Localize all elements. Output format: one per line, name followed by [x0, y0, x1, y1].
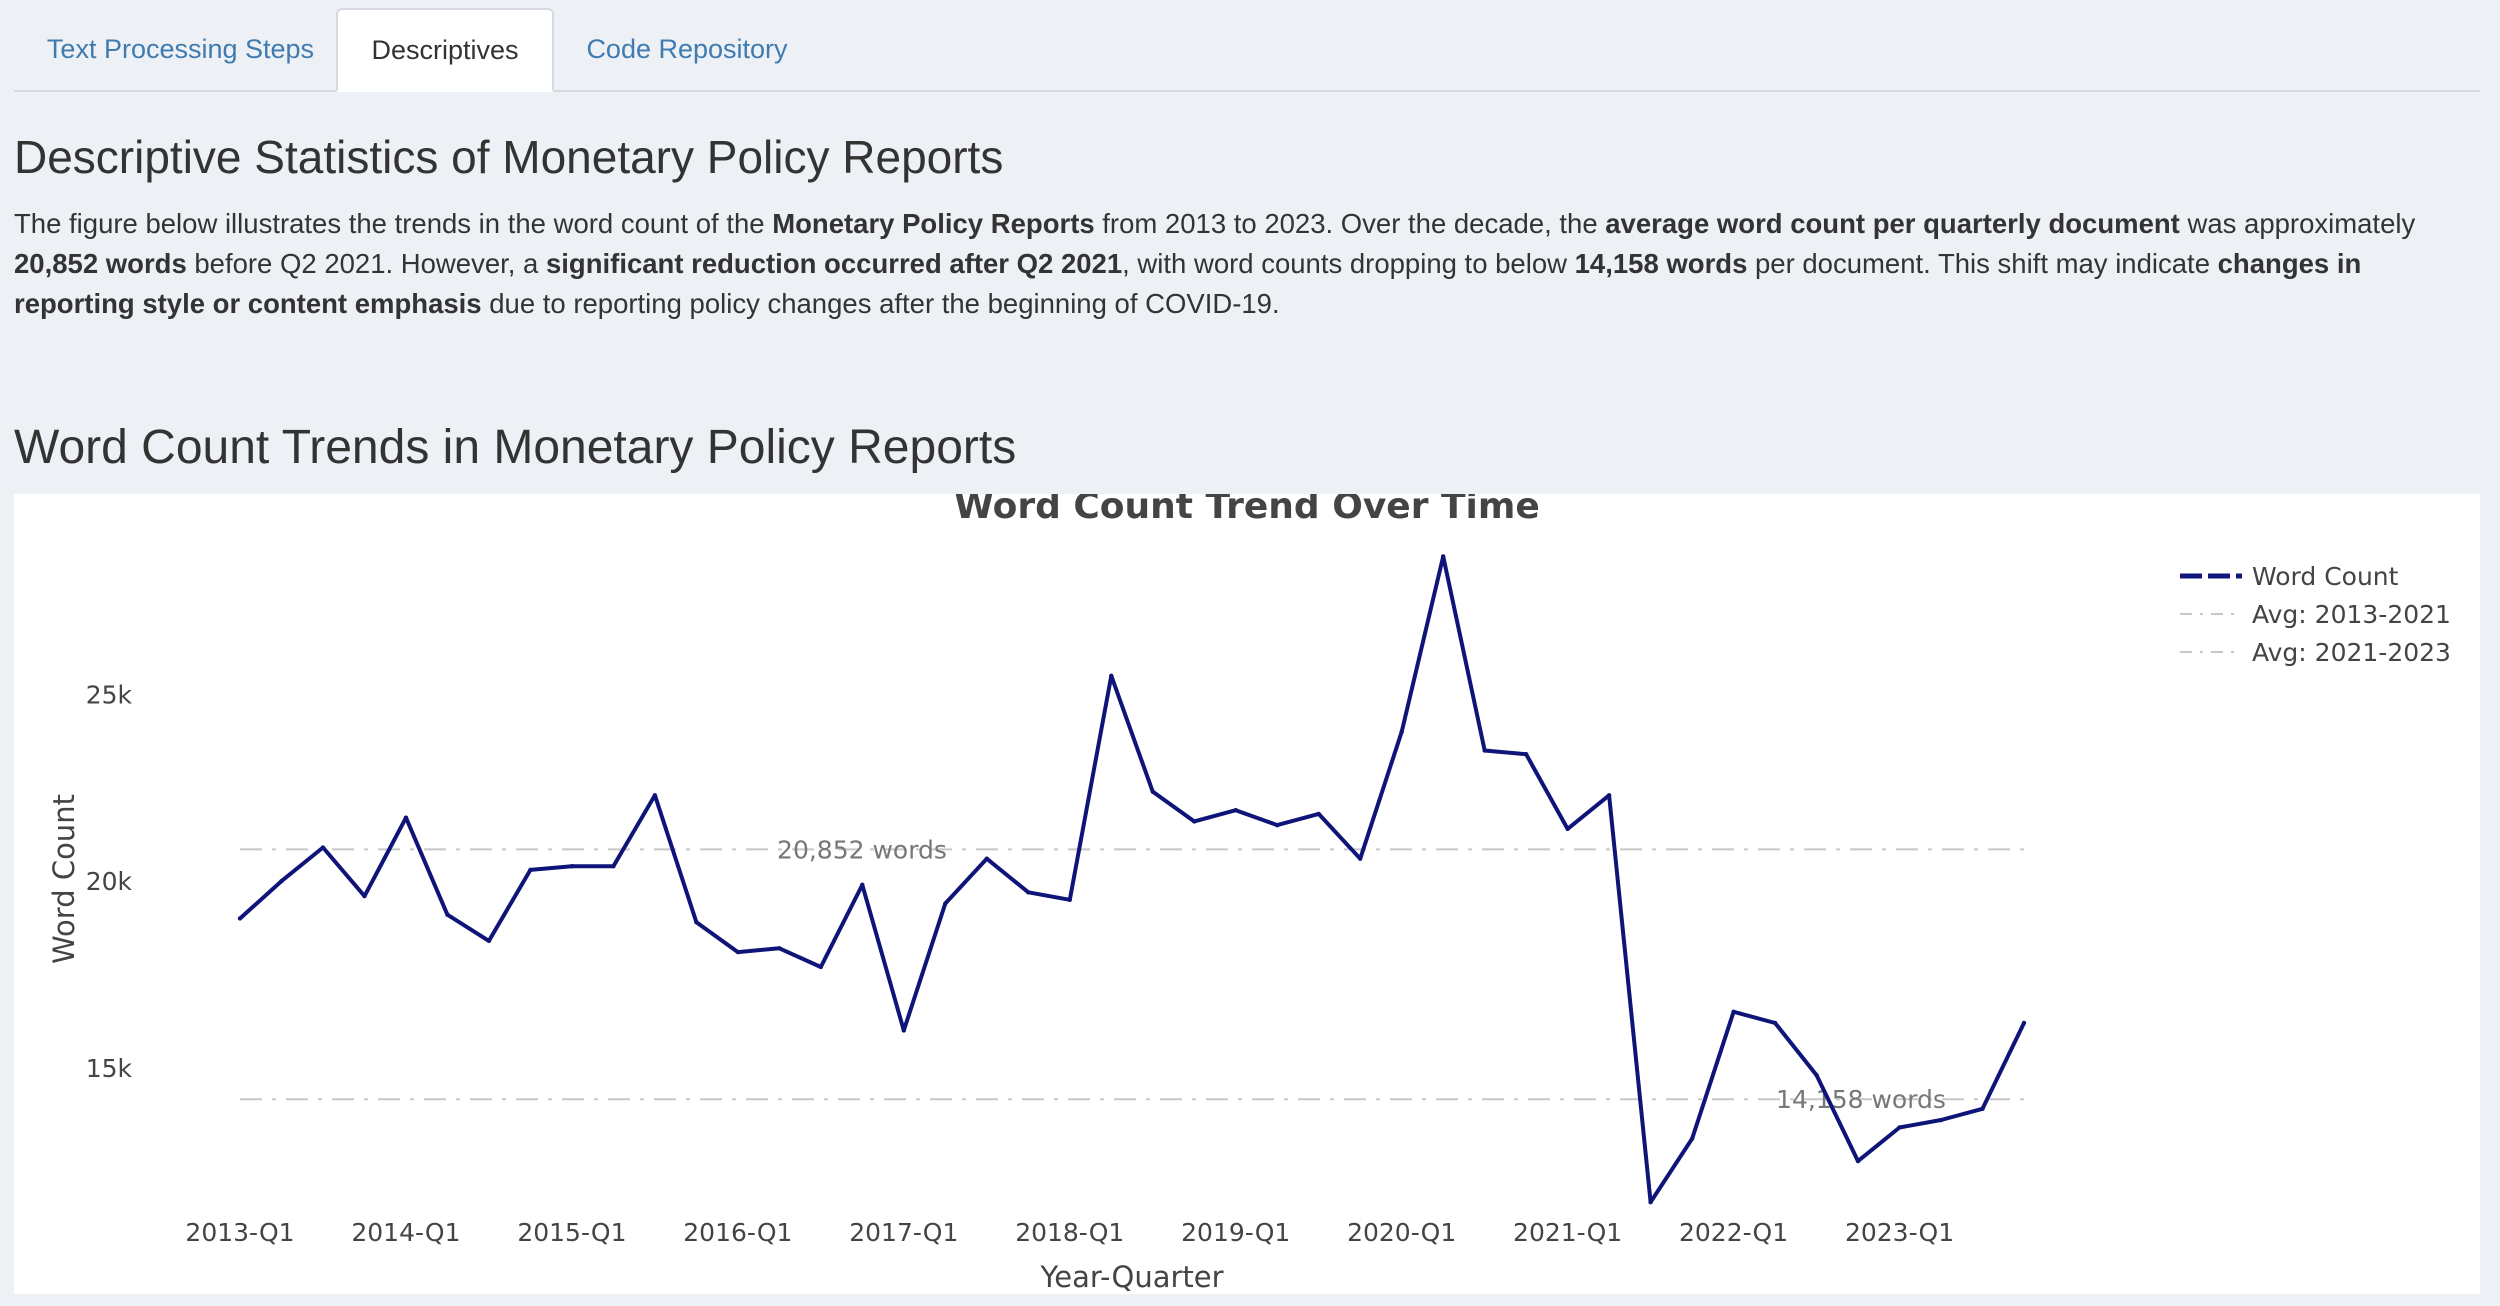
x-tick-label: 2022-Q1: [1679, 1218, 1788, 1247]
y-tick-label: 20k: [86, 867, 133, 896]
y-tick-label: 15k: [86, 1054, 133, 1083]
x-tick-label: 2016-Q1: [683, 1218, 792, 1247]
x-tick-label: 2021-Q1: [1513, 1218, 1622, 1247]
data-point: [1233, 808, 1238, 813]
data-point: [735, 949, 741, 955]
data-point: [445, 912, 450, 917]
legend-label: Avg: 2013-2021: [2252, 600, 2451, 629]
data-point: [984, 856, 989, 861]
data-point: [901, 1028, 907, 1033]
desc-bold: average word count per quarterly documen…: [1605, 208, 2180, 239]
x-tick-label: 2015-Q1: [517, 1218, 626, 1247]
data-point: [486, 938, 492, 944]
data-point: [1357, 856, 1363, 861]
desc-text: from 2013 to 2023. Over the decade, the: [1094, 208, 1606, 239]
desc-text: , with word counts dropping to below: [1122, 248, 1575, 279]
data-point: [1192, 819, 1197, 824]
data-point: [1275, 822, 1280, 828]
data-point: [860, 882, 865, 888]
page-bottom: [0, 1294, 2500, 1306]
desc-text: before Q2 2021. However, a: [186, 248, 546, 279]
desc-text: per document. This shift may indicate: [1747, 248, 2218, 279]
data-point: [1026, 890, 1031, 895]
data-point: [1523, 752, 1529, 757]
desc-text: due to reporting policy changes after th…: [481, 288, 1280, 319]
average-annotation: 14,158 words: [1776, 1085, 1946, 1114]
data-point: [403, 815, 409, 820]
data-point: [279, 878, 284, 884]
chart-section-title: Word Count Trends in Monetary Policy Rep…: [14, 421, 1017, 474]
data-point: [1689, 1136, 1695, 1141]
word-count-series-line: [238, 554, 2026, 1205]
data-point: [1440, 554, 1446, 559]
data-point: [694, 919, 699, 925]
legend-label: Avg: 2021-2023: [2252, 638, 2451, 667]
x-axis-title: Year-Quarter: [1039, 1260, 1223, 1294]
data-point: [652, 793, 658, 798]
x-tick-label: 2020-Q1: [1347, 1218, 1456, 1247]
description-paragraph: The figure below illustrates the trends …: [14, 204, 2480, 324]
desc-bold: 14,158 words: [1574, 248, 1748, 279]
data-point: [362, 893, 367, 899]
x-tick-label: 2014-Q1: [351, 1218, 460, 1247]
word-count-chart: Word Count Trend Over Time 15k 20k 25k 2013-…: [14, 494, 2480, 1294]
desc-bold: changes in reporting style or content em…: [14, 248, 2362, 319]
data-point: [1150, 789, 1155, 794]
data-point: [1316, 811, 1321, 817]
x-tick-label: 2017-Q1: [849, 1218, 958, 1247]
desc-bold: significant reduction occurred after Q2 …: [545, 248, 1123, 279]
y-tick-label: 25k: [86, 681, 133, 710]
data-point: [1648, 1199, 1653, 1205]
data-point: [1814, 1073, 1819, 1078]
data-point: [611, 864, 616, 869]
data-point: [237, 916, 243, 921]
data-point: [1897, 1125, 1902, 1130]
chart-canvas: Word Count Trend Over Time 15k 20k 25k 2013-…: [47, 494, 2451, 1294]
data-point: [1606, 793, 1612, 798]
x-tick-label: 2019-Q1: [1181, 1218, 1290, 1247]
tab-code-repository[interactable]: Code Repository: [586, 33, 788, 64]
x-tick-label: 2013-Q1: [185, 1218, 294, 1247]
data-point: [1399, 729, 1404, 735]
data-point: [1067, 897, 1072, 902]
chart-title: Word Count Trend Over Time: [954, 494, 1540, 527]
x-tick-label: 2018-Q1: [1015, 1218, 1124, 1247]
data-point: [1938, 1117, 1944, 1123]
desc-bold: 20,852 words: [14, 248, 187, 279]
y-axis-title: Word Count: [47, 794, 81, 964]
data-point: [528, 867, 533, 873]
data-point: [1109, 673, 1114, 679]
tab-bar: Text Processing Steps Descriptives Code …: [14, 0, 2480, 92]
data-point: [1482, 748, 1487, 753]
data-point: [1565, 826, 1570, 832]
data-point: [2021, 1020, 2027, 1026]
legend-label: Word Count: [2252, 562, 2399, 591]
data-point: [943, 901, 948, 906]
page-title: Descriptive Statistics of Monetary Polic…: [14, 131, 1004, 183]
data-point: [1772, 1020, 1778, 1026]
data-point: [1980, 1106, 1985, 1112]
x-tick-label: 2023-Q1: [1845, 1218, 1954, 1247]
data-point: [818, 964, 824, 970]
data-point: [1855, 1158, 1861, 1164]
average-annotation: 20,852 words: [777, 835, 947, 864]
tab-descriptives[interactable]: Descriptives: [336, 8, 554, 92]
data-point: [320, 845, 326, 850]
desc-bold: Monetary Policy Reports: [772, 208, 1095, 239]
data-point: [777, 946, 782, 951]
desc-text: was approximately: [2179, 208, 2416, 239]
desc-text: The figure below illustrates the trends …: [14, 208, 773, 239]
tab-text-processing-steps[interactable]: Text Processing Steps: [46, 33, 315, 64]
data-point: [569, 864, 575, 869]
data-point: [1731, 1009, 1736, 1014]
